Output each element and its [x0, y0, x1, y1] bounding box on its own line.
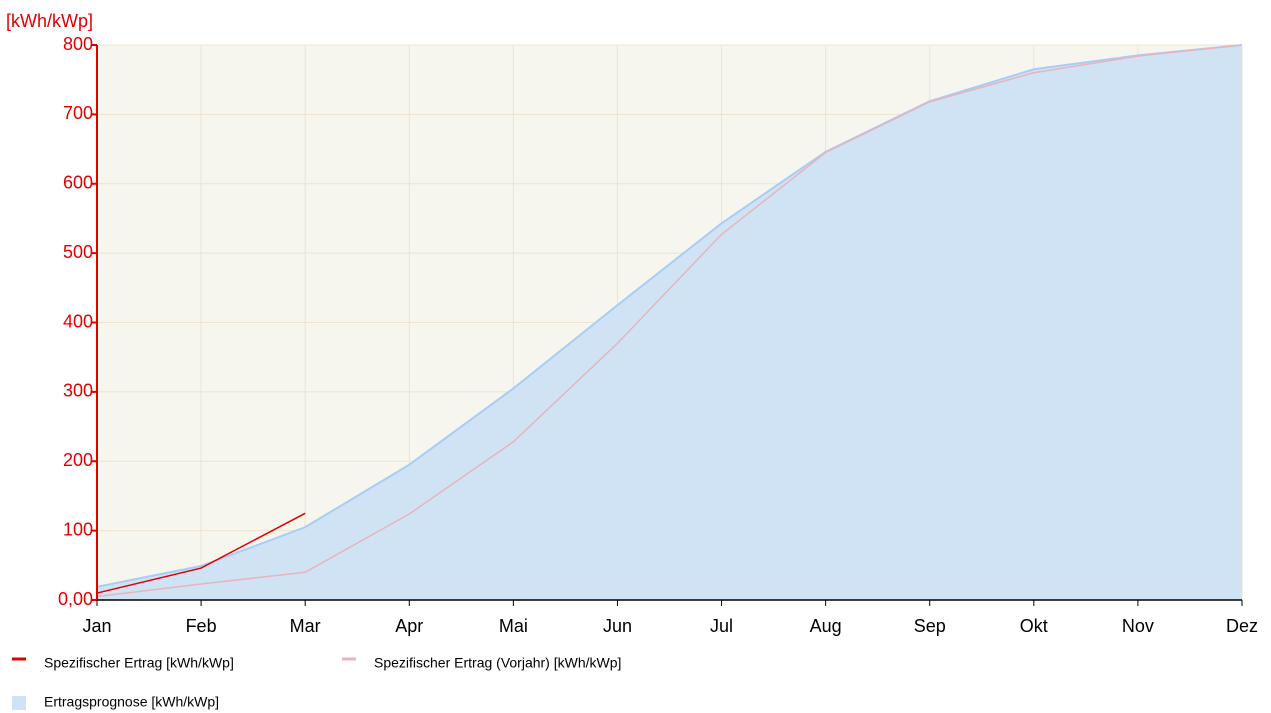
- y-tick-label: 0,00: [58, 589, 93, 609]
- x-tick-label: Jun: [603, 616, 632, 636]
- x-tick-label: Sep: [914, 616, 946, 636]
- x-tick-label: Mai: [499, 616, 528, 636]
- x-tick-label: Jan: [82, 616, 111, 636]
- x-tick-label: Apr: [395, 616, 423, 636]
- y-tick-label: 500: [63, 242, 93, 262]
- x-tick-label: Feb: [186, 616, 217, 636]
- area: [97, 45, 1242, 600]
- x-tick-label: Okt: [1020, 616, 1048, 636]
- legend-swatch: [12, 696, 26, 710]
- y-tick-label: 300: [63, 381, 93, 401]
- y-tick-label: 700: [63, 103, 93, 123]
- line: [96, 44, 1243, 598]
- y-tick-label: 400: [63, 311, 93, 331]
- y-tick-label: 200: [63, 450, 93, 470]
- legend-label: Ertragsprognose [kWh/kWp]: [44, 694, 219, 710]
- y-tick-label: 100: [63, 519, 93, 539]
- y-axis-label: [kWh/kWp]: [6, 11, 93, 31]
- legend-label: Spezifischer Ertrag [kWh/kWp]: [44, 655, 234, 671]
- x-tick-label: Nov: [1122, 616, 1154, 636]
- line: [96, 512, 306, 594]
- y-tick-label: 800: [63, 34, 93, 54]
- y-tick-label: 600: [63, 173, 93, 193]
- x-tick-label: Dez: [1226, 616, 1258, 636]
- legend-label: Spezifischer Ertrag (Vorjahr) [kWh/kWp]: [374, 655, 621, 671]
- x-tick-label: Mar: [290, 616, 321, 636]
- x-tick-label: Aug: [810, 616, 842, 636]
- x-tick-label: Jul: [710, 616, 733, 636]
- area-line: [96, 44, 1243, 588]
